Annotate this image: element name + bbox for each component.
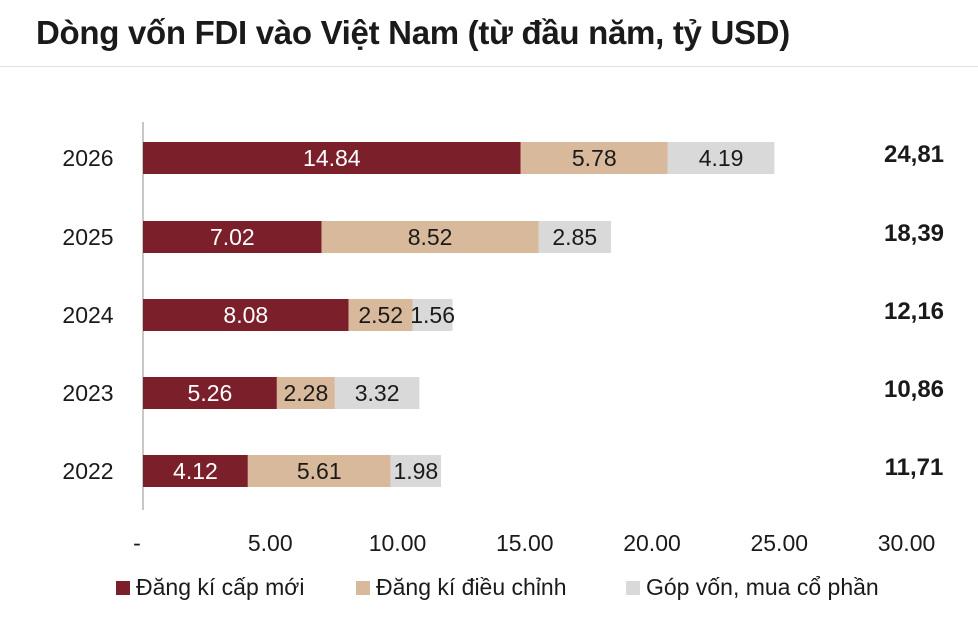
- total-label: 24,81: [884, 141, 944, 168]
- category-label: 2024: [62, 302, 113, 328]
- data-label: 7.02: [210, 224, 255, 250]
- data-label: 8.52: [408, 224, 453, 250]
- x-tick-label: 30.00: [878, 530, 936, 556]
- x-tick-label: 10.00: [369, 530, 427, 556]
- total-label: 11,71: [885, 454, 944, 481]
- legend-swatch: [356, 580, 370, 595]
- data-label: 14.84: [303, 145, 361, 171]
- data-label: 5.26: [188, 380, 233, 406]
- data-label: 2.52: [358, 302, 403, 328]
- bar-segment: [520, 142, 668, 174]
- bar-segment: [143, 142, 521, 174]
- total-label: 10,86: [884, 376, 944, 403]
- legend-item: Đăng kí điều chỉnh: [356, 574, 567, 601]
- data-label: 8.08: [223, 302, 268, 328]
- bar-segment: [276, 377, 335, 409]
- data-label: 1.98: [393, 458, 438, 484]
- data-label: 4.12: [173, 458, 218, 484]
- bar-segment: [143, 221, 322, 253]
- total-label: 18,39: [884, 220, 944, 247]
- bar-segment: [334, 377, 420, 409]
- bar-segment: [412, 299, 453, 331]
- x-tick-label: -: [133, 530, 141, 556]
- legend-item: Đăng kí cấp mới: [116, 574, 304, 601]
- bar-segment: [667, 142, 775, 174]
- bar-segment: [348, 299, 413, 331]
- category-label: 2023: [62, 380, 113, 406]
- x-tick-label: 15.00: [496, 530, 554, 556]
- bar-segment: [143, 455, 248, 487]
- title-divider: [0, 66, 978, 67]
- data-label: 2.28: [283, 380, 328, 406]
- data-label: 5.78: [572, 145, 617, 171]
- data-label: 2.85: [552, 224, 597, 250]
- legend-label: Góp vốn, mua cổ phần: [646, 574, 879, 600]
- data-label: 1.56: [410, 302, 455, 328]
- x-tick-label: 20.00: [623, 530, 681, 556]
- data-label: 3.32: [355, 380, 400, 406]
- stacked-bar-chart: 2026 14.84 5.78 4.19 24,81 2025 7.02 8.52 2.85 18…: [62, 122, 944, 556]
- chart-legend: Đăng kí cấp mới Đăng kí điều chỉnh Góp vốn…: [0, 574, 978, 608]
- chart-title: Dòng vốn FDI vào Việt Nam (từ đầu năm, t…: [36, 14, 790, 51]
- legend-swatch: [626, 580, 640, 595]
- data-label: 5.61: [297, 458, 342, 484]
- total-label: 12,16: [884, 298, 944, 325]
- category-label: 2022: [62, 458, 113, 484]
- category-label: 2026: [62, 145, 113, 171]
- bar-segment: [538, 221, 612, 253]
- data-label: 4.19: [699, 145, 744, 171]
- legend-label: Đăng kí điều chỉnh: [376, 574, 567, 600]
- x-tick-label: 25.00: [750, 530, 808, 556]
- bar-segment: [247, 455, 391, 487]
- legend-swatch: [116, 580, 130, 595]
- x-tick-label: 5.00: [248, 530, 293, 556]
- legend-item: Góp vốn, mua cổ phần: [626, 574, 879, 601]
- category-label: 2025: [62, 224, 113, 250]
- bar-segment: [321, 221, 539, 253]
- legend-label: Đăng kí cấp mới: [136, 574, 305, 600]
- bar-segment: [390, 455, 442, 487]
- bar-segment: [143, 299, 349, 331]
- bar-segment: [143, 377, 277, 409]
